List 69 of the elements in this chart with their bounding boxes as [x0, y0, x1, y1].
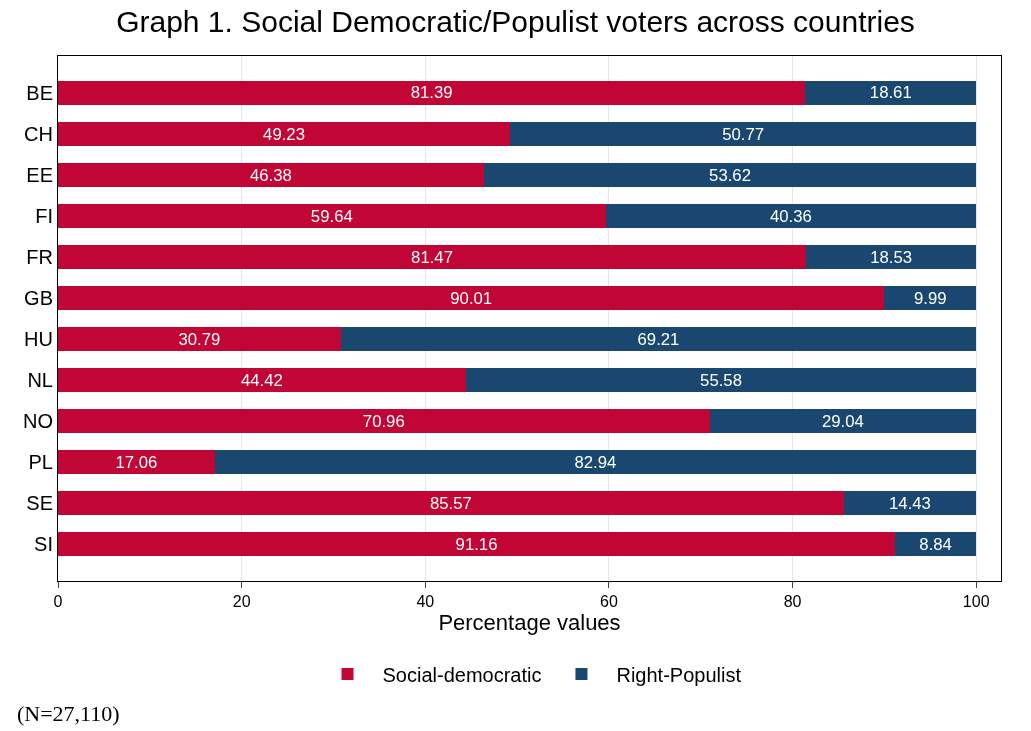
y-tick-label: GB — [24, 286, 53, 309]
y-tick-label: NL — [27, 369, 53, 392]
data-label: 30.79 — [178, 329, 221, 349]
data-label: 81.47 — [411, 247, 453, 267]
data-label: 69.21 — [637, 329, 680, 349]
bar — [58, 244, 807, 270]
x-tick-label: 40 — [416, 593, 435, 611]
bar — [58, 121, 511, 147]
bar — [58, 326, 341, 352]
y-tick-label: EE — [26, 163, 53, 186]
bar — [510, 121, 977, 147]
data-label: 82.94 — [574, 452, 617, 472]
legend-label: Right-Populist — [616, 663, 742, 686]
y-tick-label: BE — [26, 81, 53, 104]
y-tick-label: FR — [26, 245, 53, 268]
bar — [214, 449, 977, 475]
chart-title: Graph 1. Social Democratic/Populist voters across countries — [116, 4, 915, 38]
data-label: 53.62 — [709, 165, 751, 185]
data-label: 9.99 — [914, 288, 947, 308]
data-label: 14.43 — [889, 493, 931, 513]
y-tick-label: SI — [34, 533, 53, 556]
data-label: 8.84 — [919, 534, 952, 554]
x-tick-label: 80 — [783, 593, 802, 611]
x-tick-label: 60 — [600, 593, 618, 611]
data-label: 85.57 — [429, 493, 472, 513]
bar — [58, 80, 806, 106]
bar — [483, 162, 977, 188]
legend-label: Social-democratic — [382, 663, 542, 686]
bar — [58, 285, 885, 311]
data-label: 29.04 — [821, 411, 864, 431]
data-label: 55.58 — [700, 370, 742, 390]
data-label: 50.77 — [722, 124, 765, 144]
x-tick-label: 0 — [53, 593, 63, 611]
data-label: 18.61 — [869, 83, 912, 103]
x-axis-title: Percentage values — [438, 610, 621, 636]
data-label: 90.01 — [450, 288, 493, 308]
bar — [58, 162, 484, 188]
y-tick-label: FI — [35, 204, 53, 227]
bar — [709, 408, 977, 434]
bar — [465, 367, 977, 393]
bar — [58, 449, 215, 475]
data-label: 40.36 — [769, 206, 812, 226]
bar — [340, 326, 977, 352]
bar — [605, 203, 977, 229]
bar — [58, 531, 896, 557]
data-label: 46.38 — [249, 165, 292, 185]
text: (N=27,110) — [17, 701, 120, 726]
data-label: 81.39 — [410, 83, 453, 103]
bar — [843, 490, 977, 516]
x-tick-label: 20 — [232, 593, 251, 611]
bar — [805, 80, 977, 106]
bar — [806, 244, 977, 270]
y-tick-label: SE — [26, 492, 53, 515]
data-label: 18.53 — [870, 247, 913, 267]
data-label: 70.96 — [362, 411, 405, 431]
data-label: 44.42 — [240, 370, 283, 390]
bar — [58, 367, 466, 393]
data-label: 49.23 — [263, 124, 305, 144]
y-tick-label: NO — [23, 410, 53, 433]
data-label: 17.06 — [115, 452, 158, 472]
bar — [58, 203, 606, 229]
y-tick-label: PL — [28, 451, 53, 474]
y-tick-label: CH — [24, 122, 53, 145]
data-label: 59.64 — [310, 206, 353, 226]
y-tick-label: HU — [24, 328, 53, 351]
bar — [58, 490, 844, 516]
data-label: 91.16 — [455, 534, 498, 554]
x-tick-label: 100 — [962, 593, 990, 611]
bar — [58, 408, 710, 434]
